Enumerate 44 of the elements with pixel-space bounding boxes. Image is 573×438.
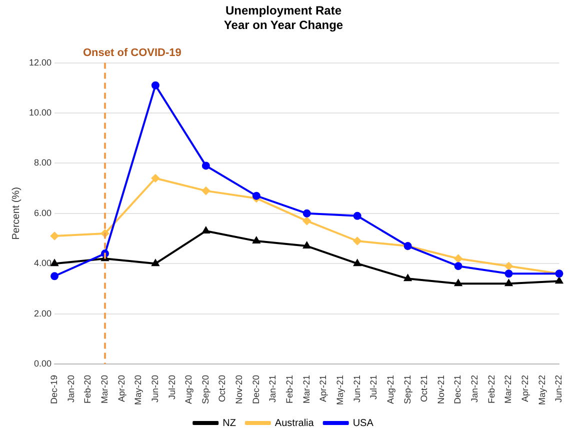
x-tick-label: Mar-22 [503, 374, 514, 404]
y-axis-title: Percent (%) [10, 186, 22, 240]
y-tick-label: 8.00 [34, 158, 52, 168]
x-tick-label: Sep-20 [200, 374, 210, 404]
x-tick-label: Jan-21 [268, 374, 278, 403]
x-tick-label: Jun-21 [352, 374, 362, 403]
x-tick-label: Apr-20 [116, 374, 126, 402]
x-tick-label: Dec-20 [250, 374, 261, 404]
x-tick-label: Dec-19 [49, 374, 60, 404]
x-tick-label: Aug-20 [184, 374, 194, 404]
y-tick-label: 12.00 [28, 57, 52, 68]
x-tick-label: Feb-21 [284, 374, 295, 404]
ref-line-label: Onset of COVID-19 [82, 46, 182, 59]
y-tick-label: 6.00 [34, 208, 52, 218]
x-tick-label: Feb-20 [82, 374, 93, 404]
x-tick-label: Jul-21 [368, 374, 379, 400]
x-tick-label: Nov-20 [234, 374, 244, 404]
x-tick-label: May-22 [536, 374, 547, 406]
x-tick-label: Mar-21 [301, 374, 312, 404]
y-tick-label: 2.00 [34, 308, 52, 318]
x-tick-label: Dec-21 [452, 374, 463, 404]
x-tick-label: Jul-20 [166, 374, 177, 400]
legend-label: Australia [274, 418, 314, 429]
x-tick-label: Jun-22 [554, 374, 564, 403]
legend-label: NZ [222, 418, 236, 429]
y-tick-label: 0.00 [34, 358, 52, 368]
x-tick-label: Oct-21 [419, 374, 430, 402]
x-tick-label: Nov-21 [436, 374, 446, 404]
x-tick-label: Apr-22 [520, 374, 530, 402]
x-tick-label: Oct-20 [217, 374, 228, 402]
legend-label: USA [352, 418, 374, 429]
x-tick-label: Sep-21 [402, 374, 412, 404]
x-tick-label: Mar-20 [99, 374, 110, 404]
chart-title: Unemployment Rate Year on Year Change [224, 4, 344, 32]
x-tick-label: May-20 [133, 374, 144, 406]
x-tick-label: Jan-20 [66, 374, 76, 403]
x-tick-label: Jun-20 [150, 374, 160, 403]
x-tick-label: May-21 [334, 374, 345, 406]
y-tick-label: 4.00 [34, 258, 52, 268]
x-tick-label: Apr-21 [318, 374, 328, 402]
x-tick-label: Jan-22 [470, 374, 480, 403]
y-tick-label: 10.00 [28, 107, 52, 118]
x-tick-label: Feb-22 [486, 374, 496, 404]
x-tick-label: Aug-21 [385, 374, 396, 404]
